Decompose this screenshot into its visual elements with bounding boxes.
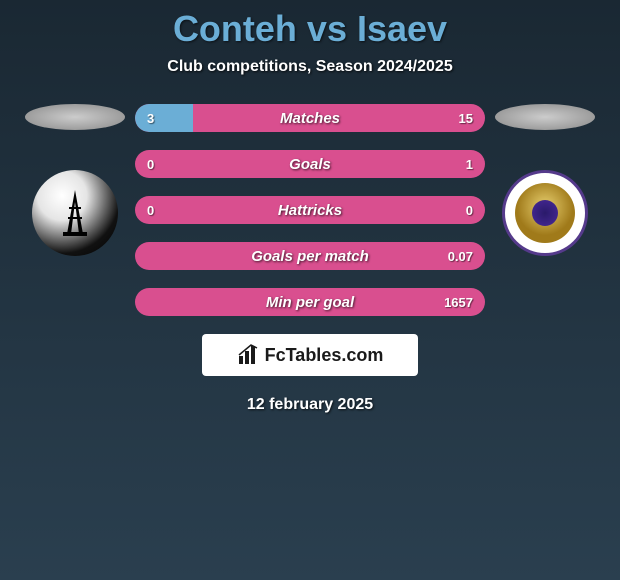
stat-value-right: 1657: [444, 295, 473, 310]
player-left-photo: [25, 104, 125, 130]
stat-label: Hattricks: [278, 202, 342, 219]
club-badge-right: [502, 170, 588, 256]
stat-value-left: 0: [147, 203, 154, 218]
stat-bar: 3 Matches 15: [135, 104, 485, 132]
stat-bar: Min per goal 1657: [135, 288, 485, 316]
stats-bars: 3 Matches 15 0 Goals 1 0 Hattricks 0 Goals per ma…: [135, 104, 485, 316]
bar-chart-icon: [237, 344, 259, 366]
stat-bar-fill-left: [135, 104, 193, 132]
stat-value-right: 0: [466, 203, 473, 218]
season-subtitle: Club competitions, Season 2024/2025: [0, 58, 620, 76]
brand-text: FcTables.com: [265, 345, 384, 366]
stat-value-right: 0.07: [448, 249, 473, 264]
stat-value-right: 15: [459, 111, 473, 126]
stat-value-right: 1: [466, 157, 473, 172]
stat-bar: 0 Goals 1: [135, 150, 485, 178]
player-right-col: [485, 104, 605, 256]
player-right-photo: [495, 104, 595, 130]
comparison-date: 12 february 2025: [0, 396, 620, 414]
comparison-panel: 3 Matches 15 0 Goals 1 0 Hattricks 0 Goals per ma…: [0, 104, 620, 316]
stat-value-left: 0: [147, 157, 154, 172]
stat-label: Goals per match: [251, 248, 369, 265]
club-badge-left: [32, 170, 118, 256]
stat-label: Min per goal: [266, 294, 354, 311]
brand-box: FcTables.com: [202, 334, 418, 376]
player-left-col: [15, 104, 135, 256]
stat-bar: 0 Hattricks 0: [135, 196, 485, 224]
stat-label: Goals: [289, 156, 331, 173]
stat-value-left: 3: [147, 111, 154, 126]
stat-bar: Goals per match 0.07: [135, 242, 485, 270]
comparison-title: Conteh vs Isaev: [0, 0, 620, 50]
oil-derrick-icon: [55, 188, 95, 238]
stat-label: Matches: [280, 110, 340, 127]
ball-icon: [532, 200, 558, 226]
crest-icon: [515, 183, 575, 243]
